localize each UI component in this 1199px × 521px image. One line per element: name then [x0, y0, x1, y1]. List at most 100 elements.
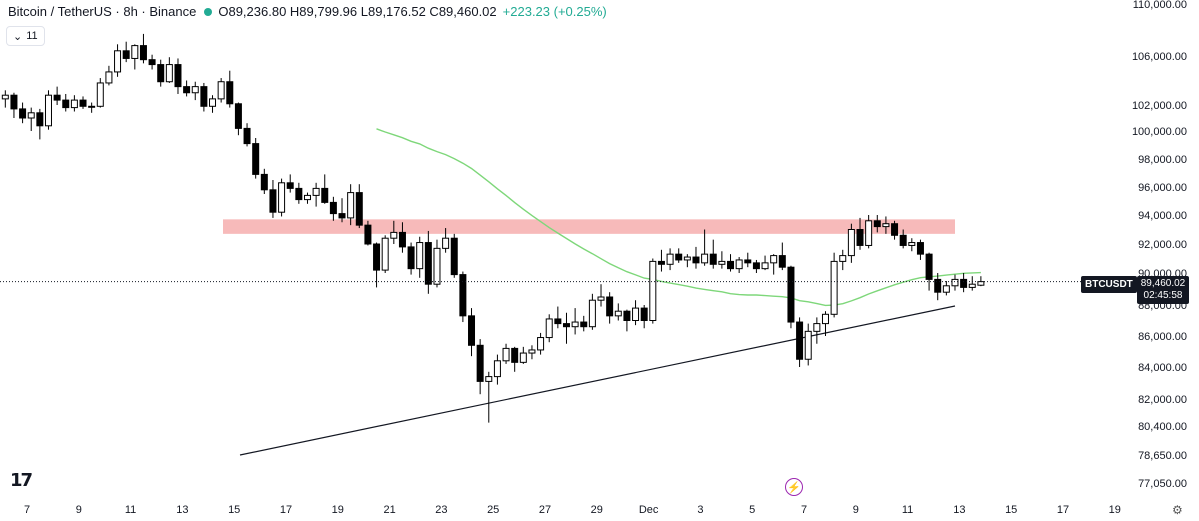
- candle: [752, 259, 760, 273]
- candle: [390, 220, 398, 244]
- candle-body: [951, 278, 959, 287]
- candle: [329, 196, 337, 221]
- candle: [701, 229, 709, 266]
- y-tick-label: 78,650.00: [1138, 450, 1187, 462]
- x-tick-label: 9: [853, 504, 859, 516]
- candle-body: [260, 173, 268, 191]
- candle-body: [226, 81, 234, 105]
- candle-body: [165, 64, 173, 83]
- resistance-zone: [223, 219, 955, 234]
- candle-body: [468, 315, 476, 346]
- y-tick-label: 86,000.00: [1138, 331, 1187, 343]
- candle-body: [243, 127, 251, 145]
- lightning-icon[interactable]: ⚡: [785, 478, 803, 496]
- y-tick-label: 98,000.00: [1138, 154, 1187, 166]
- candle-body: [373, 243, 381, 271]
- chart-legend: Bitcoin / TetherUS · 8h · Binance O89,23…: [8, 4, 607, 19]
- candle: [951, 274, 959, 291]
- candle-body: [433, 247, 441, 285]
- candle-body: [942, 285, 950, 293]
- candle-body: [916, 242, 924, 255]
- candle-body: [735, 259, 743, 270]
- y-tick-label: 100,000.00: [1132, 126, 1187, 138]
- candle: [908, 238, 916, 252]
- candle-body: [960, 278, 968, 288]
- candle-body: [278, 182, 286, 213]
- bar-countdown: 02:45:58: [1143, 290, 1183, 301]
- candle-body: [977, 281, 985, 286]
- candle-body: [537, 337, 545, 351]
- current-price-value: 89,460.02: [1140, 278, 1186, 289]
- x-tick-label: 25: [487, 504, 499, 516]
- candle-body: [381, 237, 389, 271]
- candle-body: [19, 108, 27, 119]
- candle-body: [830, 260, 838, 315]
- candle-body: [606, 296, 614, 317]
- candle-body: [908, 242, 916, 246]
- candle: [839, 249, 847, 271]
- moving-average-line: [376, 128, 981, 307]
- candle: [787, 265, 795, 329]
- tradingview-logo-icon[interactable]: 17: [10, 470, 33, 491]
- candle: [209, 95, 217, 113]
- candle: [53, 86, 61, 105]
- candle: [217, 78, 225, 103]
- candle-body: [234, 103, 242, 129]
- candle-body: [580, 321, 588, 328]
- y-axis[interactable]: 110,000.00 106,000.00 102,000.00 100,000.00…: [1132, 0, 1187, 490]
- candle: [847, 223, 855, 263]
- indicator-toggle[interactable]: ⌄ 11: [6, 26, 45, 46]
- candle-body: [122, 50, 130, 59]
- candle: [114, 44, 122, 77]
- candle-body: [519, 352, 527, 363]
- candle: [882, 216, 890, 234]
- candle-body: [183, 86, 191, 94]
- candle: [260, 168, 268, 194]
- candle-body: [157, 64, 165, 83]
- candle: [364, 220, 372, 246]
- gear-icon[interactable]: ⚙: [1172, 503, 1183, 517]
- candle: [381, 235, 389, 273]
- candle: [243, 123, 251, 147]
- candle-body: [174, 64, 182, 88]
- x-tick-label: 13: [176, 504, 188, 516]
- candle: [416, 236, 424, 278]
- candle: [234, 102, 242, 136]
- candle: [433, 239, 441, 288]
- candle-body: [114, 50, 122, 73]
- candle: [338, 198, 346, 223]
- candle: [36, 108, 44, 140]
- candle-body: [390, 231, 398, 239]
- candle: [821, 311, 829, 336]
- x-axis[interactable]: 7 9 11 13 15 17 19 21 23 25 27 29 Dec 3 5 7 9 11 13 15 17 19: [24, 504, 1121, 516]
- candle: [692, 246, 700, 269]
- candle: [675, 248, 683, 263]
- candle: [977, 276, 985, 287]
- symbol-title[interactable]: Bitcoin / TetherUS · 8h · Binance: [8, 4, 197, 19]
- candle: [96, 78, 104, 108]
- candle-body: [597, 296, 605, 301]
- candle: [295, 182, 303, 204]
- x-tick-label: 15: [1005, 504, 1017, 516]
- candle: [165, 57, 173, 83]
- candle: [191, 81, 199, 101]
- candle-body: [839, 255, 847, 262]
- candle: [200, 82, 208, 112]
- y-tick-label: 94,000.00: [1138, 210, 1187, 222]
- candle: [606, 292, 614, 324]
- candle: [804, 323, 812, 366]
- candle: [44, 90, 52, 130]
- candle: [580, 315, 588, 332]
- resistance-zone-rect: [223, 219, 955, 234]
- candle: [1, 90, 9, 108]
- candle-body: [485, 376, 493, 382]
- candle: [252, 138, 260, 179]
- x-tick-label: 7: [24, 504, 30, 516]
- candle-body: [787, 266, 795, 323]
- candle: [226, 70, 234, 108]
- candle-body: [502, 347, 510, 362]
- candle: [355, 184, 363, 229]
- candle: [442, 228, 450, 253]
- candle-body: [200, 86, 208, 107]
